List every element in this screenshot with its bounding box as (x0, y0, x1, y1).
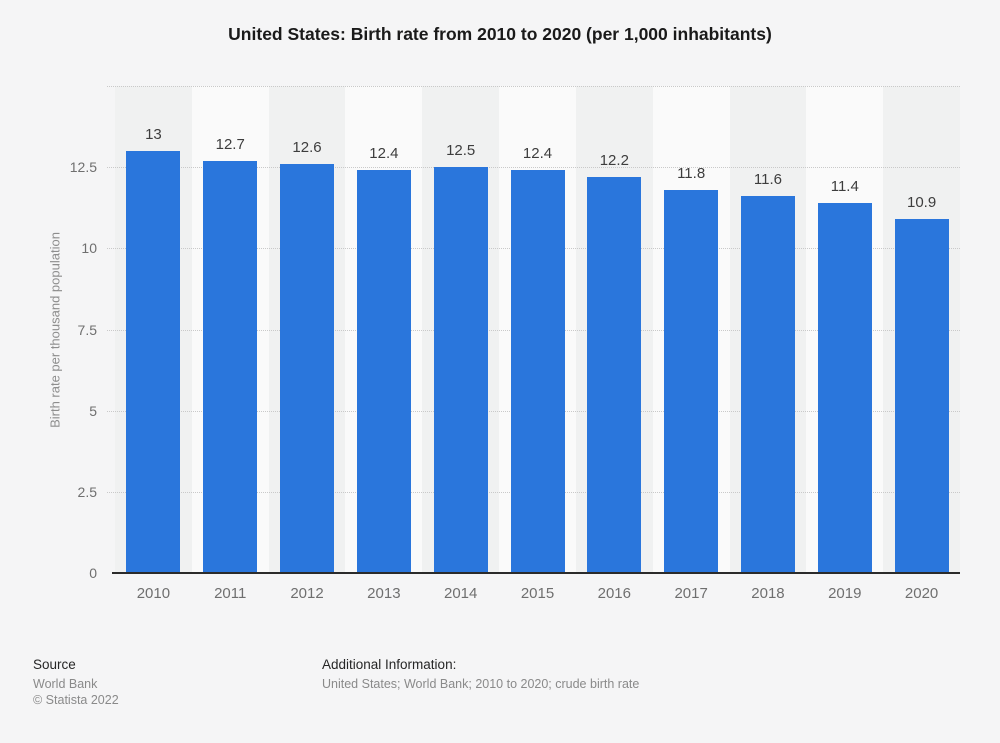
gridline-y-15 (107, 86, 960, 87)
bar-value-label-2010: 13 (145, 125, 162, 143)
x-tick-label-2017: 2017 (674, 585, 708, 602)
source-label: Source (33, 657, 76, 672)
bar-2014[interactable] (433, 167, 488, 573)
bar-2016[interactable] (587, 176, 642, 573)
additional-info-text: United States; World Bank; 2010 to 2020;… (322, 677, 640, 691)
x-tick-label-2014: 2014 (443, 585, 478, 602)
bar-value-label-2019: 11.4 (830, 177, 859, 195)
x-tick-label-2019: 2019 (828, 585, 862, 602)
bar-value-label-2017: 11.8 (677, 164, 706, 182)
y-tick-label-0: 0 (89, 565, 97, 581)
y-tick-label-10: 10 (81, 240, 97, 257)
bar-2015[interactable] (510, 170, 565, 573)
x-tick-label-2010: 2010 (136, 585, 171, 602)
y-tick-label-12.5: 12.5 (69, 159, 97, 176)
gridline-y-12.5 (107, 167, 960, 169)
x-tick-label-2013: 2013 (367, 585, 401, 602)
bar-2020[interactable] (894, 219, 949, 573)
bar-value-label-2011: 12.7 (215, 135, 245, 153)
bar-value-label-2016: 12.2 (599, 151, 629, 169)
bar-value-label-2020: 10.9 (906, 194, 937, 212)
bar-2012[interactable] (280, 163, 335, 573)
bar-value-label-2013: 12.4 (369, 145, 399, 163)
bar-2018[interactable] (740, 196, 795, 573)
bar-value-label-2012: 12.6 (292, 138, 322, 156)
additional-info-label: Additional Information: (322, 657, 457, 672)
x-tick-label-2020: 2020 (904, 585, 939, 602)
bar-2017[interactable] (664, 189, 719, 573)
y-tick-label-5: 5 (89, 402, 97, 419)
x-tick-label-2015: 2015 (520, 585, 555, 602)
source-name: World Bank (33, 677, 98, 691)
bar-2013[interactable] (356, 170, 411, 573)
bar-2010[interactable] (126, 150, 181, 573)
x-tick-label-2018: 2018 (751, 585, 785, 602)
statista-copyright: © Statista 2022 (33, 693, 119, 707)
x-tick-label-2016: 2016 (597, 585, 631, 602)
bar-2019[interactable] (817, 202, 872, 573)
chart-title: United States: Birth rate from 2010 to 2… (228, 24, 772, 44)
bar-value-label-2015: 12.4 (522, 145, 553, 163)
bar-value-label-2014: 12.5 (446, 142, 476, 160)
bar-2011[interactable] (203, 160, 258, 573)
x-tick-label-2011: 2011 (214, 585, 247, 602)
y-tick-label-2.5: 2.5 (77, 483, 97, 500)
bar-value-label-2018: 11.6 (753, 171, 782, 189)
x-axis-baseline (112, 572, 960, 574)
x-tick-label-2012: 2012 (290, 585, 324, 602)
y-tick-label-7.5: 7.5 (77, 321, 97, 338)
source-block: Source World Bank © Statista 2022 (33, 657, 119, 708)
additional-info-block: Additional Information: United States; W… (322, 657, 639, 692)
